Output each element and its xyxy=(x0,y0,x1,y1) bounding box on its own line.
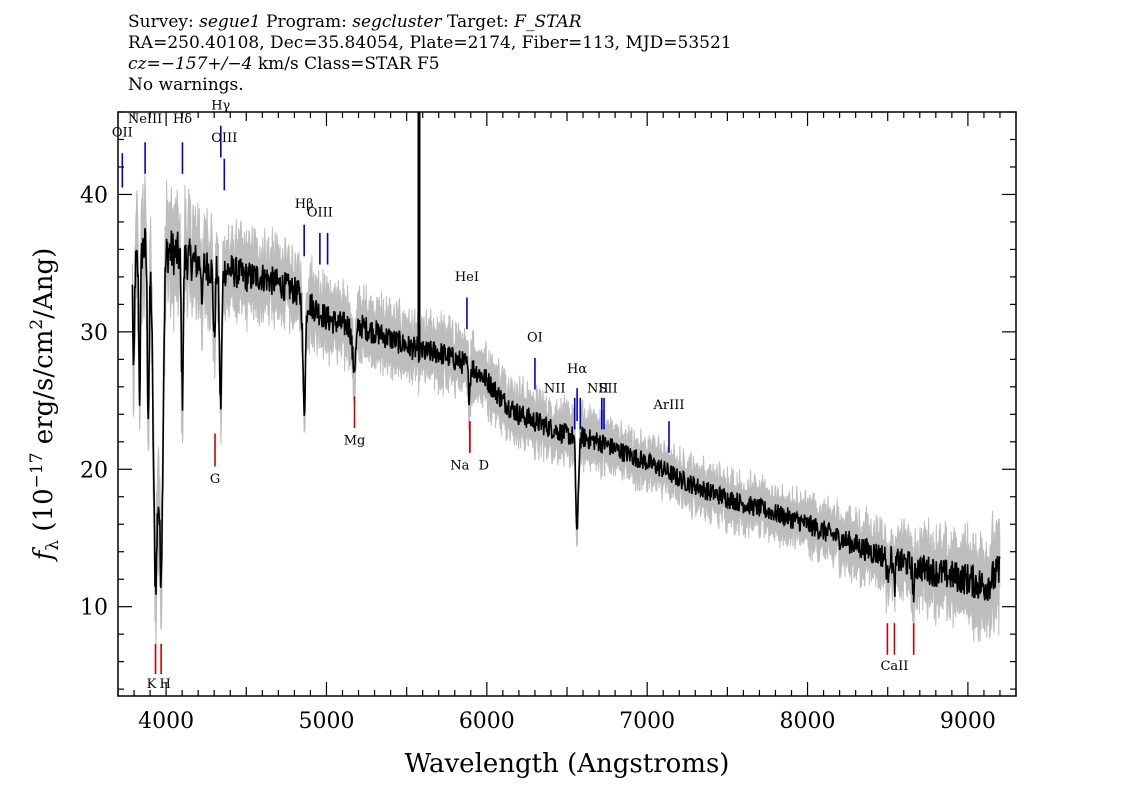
emission-label: SII xyxy=(598,381,617,396)
emission-label: NII xyxy=(544,381,566,396)
x-tick-label: 8000 xyxy=(780,709,836,734)
absorption-label: Na xyxy=(450,458,469,473)
y-tick-label: 40 xyxy=(80,183,108,208)
header-line-warnings: No warnings. xyxy=(128,75,244,95)
emission-label: Hγ xyxy=(211,98,230,113)
class-value: km/s Class=STAR F5 xyxy=(252,54,440,74)
header-line-redshift: cz=−157+/−4 km/s Class=STAR F5 xyxy=(128,54,732,75)
y-tick-label: 30 xyxy=(80,321,108,346)
y-axis-title: fλ (10−17 erg/s/cm2/Ang) xyxy=(27,248,63,563)
emission-label: Hα xyxy=(567,362,587,377)
error-band xyxy=(131,174,1001,647)
x-tick-label: 4000 xyxy=(138,709,194,734)
emission-label: NII xyxy=(587,381,609,396)
absorption-label: CaII xyxy=(880,659,908,674)
x-axis-title: Wavelength (Angstroms) xyxy=(405,749,730,779)
y-axis-title-exp: −17 xyxy=(27,452,47,488)
header-line-coordinates: RA=250.40108, Dec=35.84054, Plate=2174, … xyxy=(128,33,732,53)
emission-label: OIII xyxy=(307,205,333,220)
y-axis-title-sub: λ xyxy=(43,540,63,551)
emission-label: ArIII xyxy=(652,398,684,413)
emission-label: NeIII xyxy=(128,112,162,127)
y-axis-title-exp2: 2 xyxy=(27,319,47,330)
emission-label: OI xyxy=(527,330,543,345)
y-tick-label: 20 xyxy=(80,458,108,483)
absorption-label: D xyxy=(479,458,489,473)
absorption-label: G xyxy=(210,472,220,487)
y-tick-label: 10 xyxy=(80,596,108,621)
x-tick-label: 7000 xyxy=(619,709,675,734)
emission-label: HeI xyxy=(455,270,479,285)
y-axis-title-mid: erg/s/cm xyxy=(29,330,59,453)
absorption-label: H xyxy=(159,677,170,692)
program-value: segcluster xyxy=(352,12,442,32)
error-band-area xyxy=(131,174,1001,647)
x-tick-label: 6000 xyxy=(459,709,515,734)
absorption-label: Mg xyxy=(344,434,366,449)
x-tick-label: 9000 xyxy=(940,709,996,734)
emission-label: OII xyxy=(112,126,133,141)
x-tick-label: 5000 xyxy=(298,709,354,734)
header-line-survey: Survey: segue1 Program: segcluster Targe… xyxy=(128,12,732,33)
target-key: Target: xyxy=(441,12,515,32)
flux-line xyxy=(131,228,1001,603)
spectrum-header: Survey: segue1 Program: segcluster Targe… xyxy=(128,12,732,96)
absorption-label: K xyxy=(147,677,157,692)
flux-spectrum xyxy=(131,112,1001,603)
survey-key: Survey: xyxy=(128,12,200,32)
emission-label: Hβ xyxy=(295,197,314,212)
y-axis-title-close: /Ang) xyxy=(29,248,59,319)
emission-label: OIII xyxy=(211,131,237,146)
y-axis-title-open: (10 xyxy=(29,488,59,540)
target-value: F_STAR xyxy=(514,12,582,32)
program-key: Program: xyxy=(260,12,353,32)
plot-axes: 4000 5000 6000 7000 8000 9000 10 20 30 40 xyxy=(80,111,1017,734)
survey-value: segue1 xyxy=(199,12,261,32)
emission-label: Hδ xyxy=(173,112,192,127)
redshift-value: cz=−157+/−4 xyxy=(128,54,253,74)
